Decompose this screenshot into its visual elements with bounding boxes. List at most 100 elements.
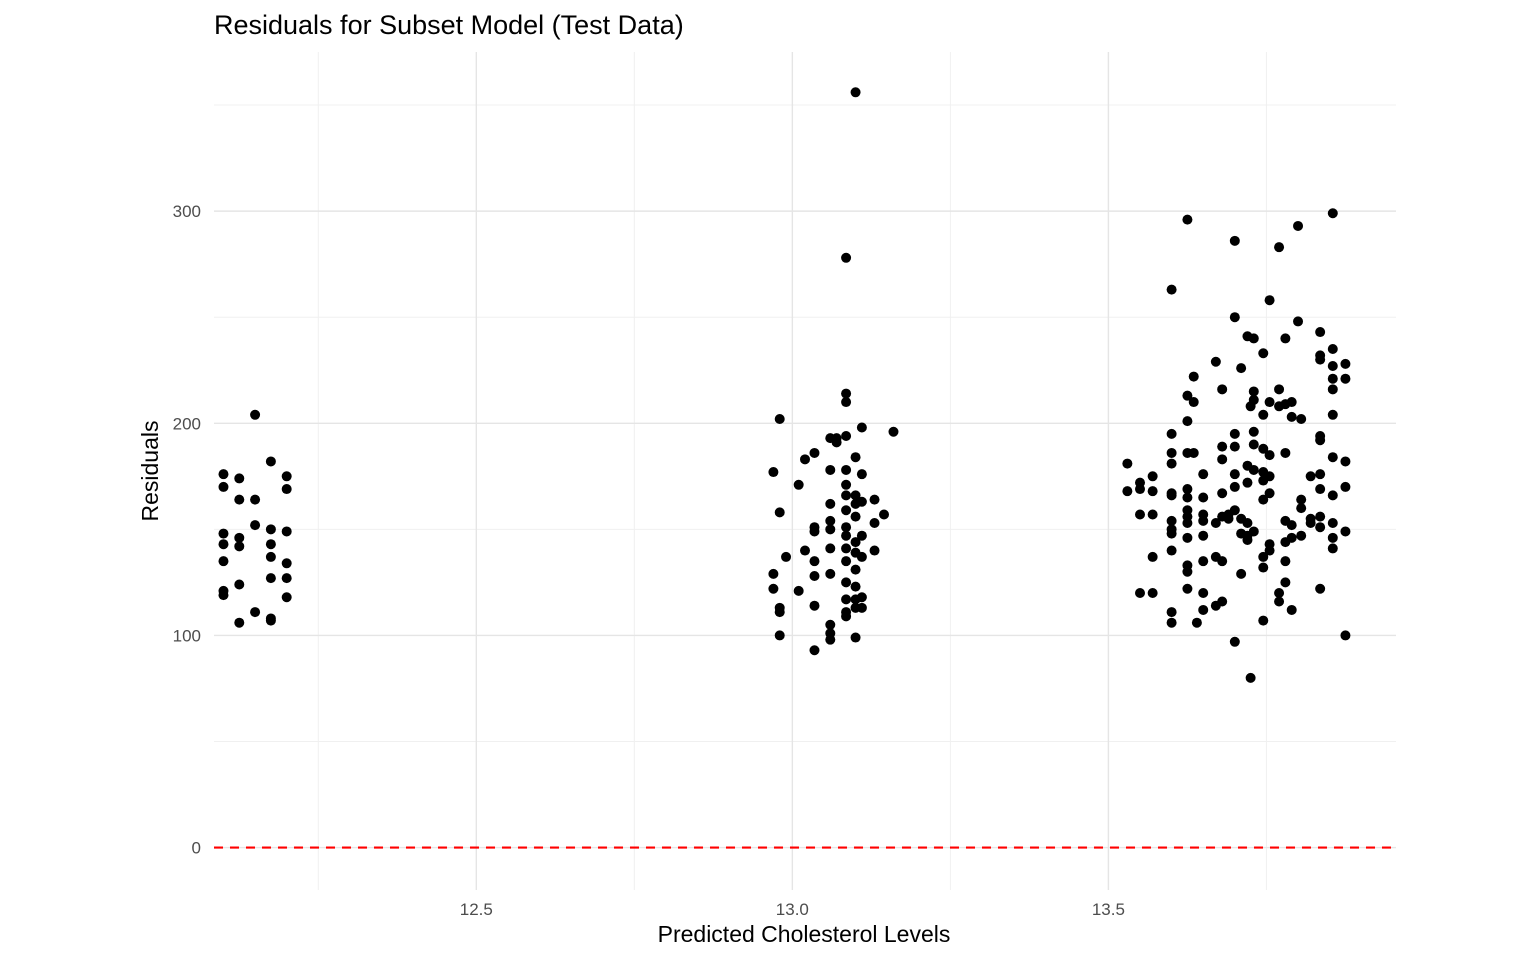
residual-point	[1280, 447, 1291, 458]
residual-point	[850, 452, 861, 463]
residual-point	[1264, 545, 1275, 556]
residual-point	[1210, 356, 1221, 367]
x-tick-label: 13.5	[1092, 900, 1125, 919]
residual-point	[281, 558, 292, 569]
residual-point	[1229, 428, 1240, 439]
residual-point	[841, 530, 852, 541]
residual-point	[1280, 333, 1291, 344]
residual-point	[1198, 515, 1209, 526]
residual-point	[265, 551, 276, 562]
residual-point	[265, 524, 276, 535]
residual-point	[218, 481, 229, 492]
residual-point	[768, 467, 779, 478]
residual-point	[1340, 481, 1351, 492]
residual-point	[1293, 316, 1304, 327]
residual-point	[1296, 503, 1307, 514]
residual-point	[1236, 363, 1247, 374]
residual-point	[841, 252, 852, 263]
residual-point	[768, 568, 779, 579]
residual-point	[1248, 333, 1259, 344]
residual-point	[1296, 414, 1307, 425]
residual-point	[1182, 492, 1193, 503]
residual-point	[1286, 411, 1297, 422]
y-tick-label: 200	[173, 414, 201, 433]
residual-point	[1327, 384, 1338, 395]
residual-point	[281, 573, 292, 584]
residual-point	[1315, 435, 1326, 446]
residual-point	[1274, 242, 1285, 253]
residual-point	[1248, 464, 1259, 475]
residual-point	[1188, 397, 1199, 408]
residual-point	[1245, 672, 1256, 683]
residual-point	[1217, 488, 1228, 499]
residual-point	[841, 397, 852, 408]
residual-point	[809, 571, 820, 582]
residual-point	[809, 600, 820, 611]
residual-point	[1315, 583, 1326, 594]
residual-point	[856, 602, 867, 613]
residual-point	[218, 469, 229, 480]
residual-point	[841, 479, 852, 490]
residual-point	[1147, 551, 1158, 562]
residual-point	[234, 473, 245, 484]
residual-point	[850, 511, 861, 522]
residual-point	[265, 539, 276, 550]
residual-point	[831, 433, 842, 444]
residual-point	[1274, 587, 1285, 598]
residual-point	[265, 573, 276, 584]
residual-point	[1286, 397, 1297, 408]
tick-labels-layer: 12.5 13.0 13.5 0 100 200 300	[173, 202, 1125, 919]
residual-point	[1135, 484, 1146, 495]
residual-point	[1315, 469, 1326, 480]
residual-point	[841, 611, 852, 622]
residual-point	[1280, 556, 1291, 567]
residual-point	[841, 430, 852, 441]
residual-point	[825, 619, 836, 630]
residual-point	[218, 539, 229, 550]
residual-point	[1293, 220, 1304, 231]
residual-point	[850, 87, 861, 98]
residual-point	[1264, 397, 1275, 408]
x-tick-label: 12.5	[460, 900, 493, 919]
residual-point	[1258, 494, 1269, 505]
residual-point	[1305, 471, 1316, 482]
residual-point	[774, 630, 785, 641]
x-tick-label: 13.0	[776, 900, 809, 919]
residual-point	[1327, 344, 1338, 355]
residual-point	[1248, 426, 1259, 437]
residual-point	[869, 494, 880, 505]
residual-point	[774, 414, 785, 425]
residual-point	[234, 494, 245, 505]
residual-point	[1147, 486, 1158, 497]
residual-point	[869, 517, 880, 528]
residual-point	[1242, 477, 1253, 488]
chart-title: Residuals for Subset Model (Test Data)	[214, 10, 684, 40]
residual-point	[1182, 416, 1193, 427]
residual-point	[281, 526, 292, 537]
residual-point	[1166, 528, 1177, 539]
residual-point	[1182, 390, 1193, 401]
residual-point	[234, 532, 245, 543]
residual-point	[850, 537, 861, 548]
residual-point	[856, 530, 867, 541]
residual-point	[809, 447, 820, 458]
residual-point	[1147, 509, 1158, 520]
residual-point	[1280, 577, 1291, 588]
residual-point	[1166, 447, 1177, 458]
residual-point	[1217, 384, 1228, 395]
residual-point	[1242, 517, 1253, 528]
residual-point	[1198, 530, 1209, 541]
residual-point	[1248, 526, 1259, 537]
residual-point	[1188, 371, 1199, 382]
residual-point	[250, 607, 261, 618]
residual-point	[1166, 458, 1177, 469]
residual-point	[1327, 409, 1338, 420]
residual-point	[1191, 617, 1202, 628]
residual-point	[1229, 636, 1240, 647]
residual-point	[768, 583, 779, 594]
residual-point	[1210, 517, 1221, 528]
points-layer	[218, 87, 1351, 683]
residual-point	[856, 592, 867, 603]
residual-point	[1327, 543, 1338, 554]
residual-point	[1264, 471, 1275, 482]
